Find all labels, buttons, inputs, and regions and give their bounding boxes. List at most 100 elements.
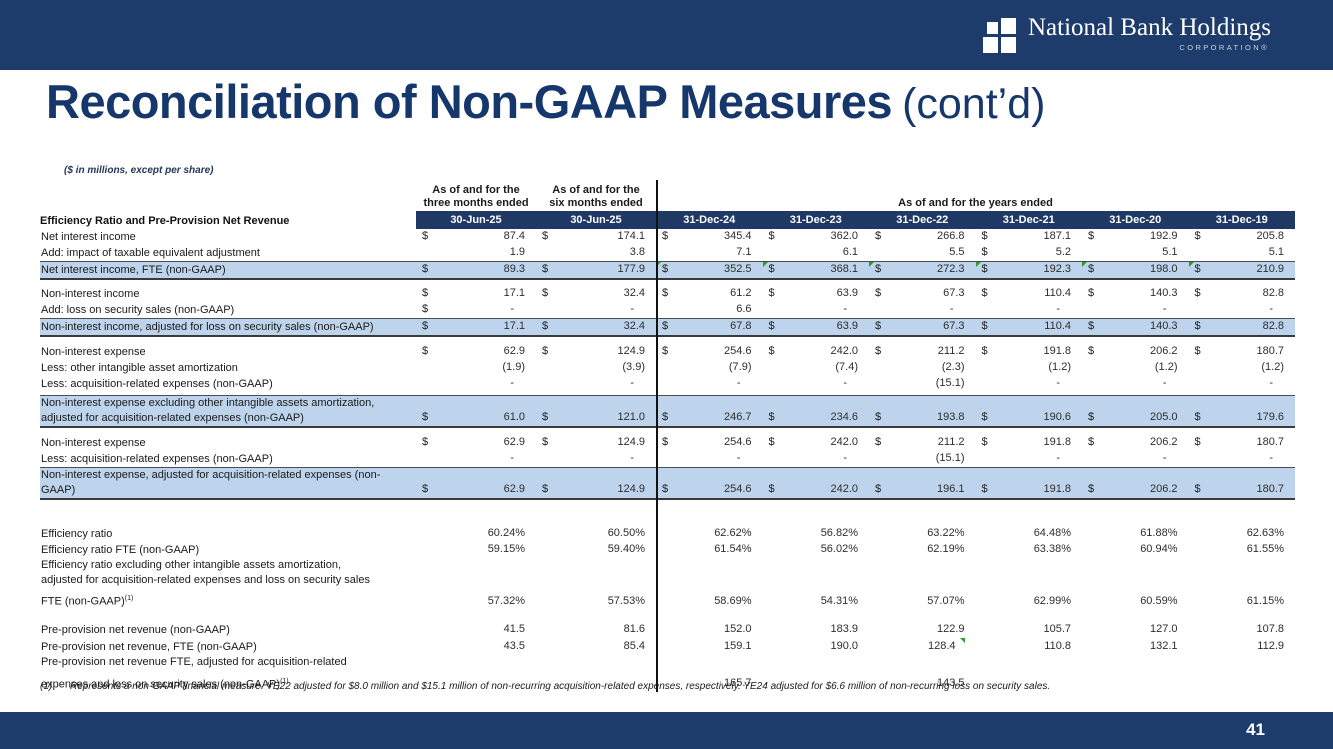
cell-value: 63.38%: [1033, 543, 1071, 555]
value-cell: [536, 573, 656, 588]
row-label: Add: impact of taxable equivalent adjust…: [41, 247, 260, 259]
value-cell: (1.2): [1082, 360, 1189, 376]
value-cell: $193.8: [869, 396, 976, 426]
cell-value: 5.1: [1268, 246, 1284, 258]
value-cell: 57.32%: [416, 591, 536, 610]
cell-value: 107.8: [1256, 622, 1284, 635]
currency-symbol: $: [662, 483, 669, 495]
value-cell: [869, 655, 976, 670]
value-cell: 58.69%: [656, 591, 763, 610]
cell-value: (15.1): [935, 452, 965, 464]
currency-symbol: $: [875, 436, 882, 448]
table-row: Add: impact of taxable equivalent adjust…: [40, 245, 1295, 261]
value-cell: -: [869, 302, 976, 318]
currency-symbol: $: [1194, 436, 1201, 448]
value-cell: $242.0: [763, 435, 870, 451]
currency-symbol: $: [1194, 483, 1201, 495]
cell-value: -: [510, 303, 514, 315]
cell-value: 6.1: [842, 246, 858, 258]
value-cell: -: [1189, 451, 1296, 467]
value-cell: -: [763, 451, 870, 467]
value-cell: $140.3: [1082, 286, 1189, 302]
value-cell: $205.0: [1082, 396, 1189, 426]
table-row: Non-interest expense $62.9 $124.9 $254.6 $24…: [40, 435, 1295, 451]
currency-symbol: $: [422, 287, 429, 299]
value-cell: 61.88%: [1082, 526, 1189, 542]
currency-symbol: $: [768, 230, 775, 242]
row-label: Non-interest expense excluding other int…: [41, 397, 375, 424]
cell-value: 180.7: [1256, 345, 1284, 357]
currency-symbol: $: [768, 320, 775, 332]
cell-value: -: [1056, 452, 1060, 464]
value-cell: $191.8: [976, 435, 1083, 451]
cell-value: 266.8: [936, 230, 965, 242]
cell-value: 352.5: [723, 263, 752, 275]
cell-value: 124.9: [617, 483, 645, 495]
currency-symbol: $: [875, 230, 882, 242]
cell-value: (7.4): [835, 361, 858, 373]
footnote-reference: (1): [124, 595, 134, 602]
value-cell: -: [763, 376, 870, 392]
page-number: 41: [1246, 720, 1265, 739]
cell-value: 60.59%: [1140, 594, 1178, 607]
currency-symbol: $: [768, 287, 775, 299]
currency-symbol: $: [1194, 287, 1201, 299]
table-row: Efficiency ratio FTE (non-GAAP) 59.15% 59.…: [40, 542, 1295, 558]
value-cell: -: [1189, 302, 1296, 318]
section-spacer: [40, 610, 1295, 622]
cell-value: 211.2: [937, 345, 965, 357]
cell-value: 62.19%: [927, 543, 965, 555]
cell-value: 177.9: [617, 263, 645, 275]
value-cell: $17.1: [416, 319, 536, 335]
row-label: Pre-provision net revenue FTE, adjusted …: [41, 655, 347, 668]
cell-value: -: [1056, 377, 1060, 389]
cell-value: -: [630, 452, 634, 464]
cell-value: 7.1: [736, 246, 752, 258]
value-cell: [1189, 655, 1296, 670]
currency-symbol: $: [981, 483, 988, 495]
cell-value: 124.9: [617, 436, 645, 448]
cell-value: 5.2: [1055, 246, 1071, 258]
currency-symbol: $: [542, 411, 549, 423]
value-cell: 152.0: [656, 622, 763, 638]
value-cell: $67.8: [656, 319, 763, 335]
cell-value: 254.6: [723, 345, 752, 357]
value-cell: $61.2: [656, 286, 763, 302]
row-label: Non-interest income: [41, 288, 140, 300]
table-row: Non-interest income, adjusted for loss o…: [40, 318, 1295, 337]
currency-symbol: $: [422, 483, 429, 495]
cell-value: -: [1162, 377, 1167, 389]
cell-value: 128.4: [928, 637, 965, 654]
section-spacer: [40, 500, 1295, 526]
cell-value: 105.7: [1043, 622, 1071, 635]
company-logo: National Bank Holdings CORPORATION®: [979, 14, 1271, 58]
value-cell: [869, 558, 976, 573]
value-cell: $87.4: [416, 229, 536, 245]
cell-value: 63.22%: [927, 527, 965, 539]
row-label: Efficiency ratio FTE (non-GAAP): [41, 544, 200, 556]
value-cell: -: [416, 376, 536, 392]
value-cell: $242.0: [763, 468, 870, 498]
cell-marker-triangle-icon: [975, 262, 981, 267]
logo-text-block: National Bank Holdings CORPORATION®: [1028, 14, 1271, 52]
table-row: Add: loss on security sales (non-GAAP) $ -…: [40, 302, 1295, 318]
value-cell: $254.6: [656, 435, 763, 451]
cell-value: 60.94%: [1140, 543, 1178, 555]
currency-symbol: $: [1088, 345, 1095, 357]
cell-value: 206.2: [1149, 345, 1178, 357]
value-cell: (1.2): [976, 360, 1083, 376]
cell-value: 32.4: [623, 287, 645, 299]
column-header: 31-Dec-22: [869, 211, 976, 229]
value-cell: $121.0: [536, 396, 656, 426]
cell-value: 62.62%: [714, 527, 752, 539]
currency-symbol: $: [542, 436, 549, 448]
value-cell: $62.9: [416, 435, 536, 451]
value-cell: $110.4: [976, 286, 1083, 302]
cell-value: 192.3: [1043, 263, 1071, 275]
value-cell: $62.9: [416, 468, 536, 498]
cell-value: (1.2): [1048, 361, 1071, 373]
value-cell: -: [656, 451, 763, 467]
cell-value: 254.6: [723, 483, 752, 495]
cell-value: (1.2): [1261, 361, 1284, 373]
value-cell: 57.07%: [869, 591, 976, 610]
